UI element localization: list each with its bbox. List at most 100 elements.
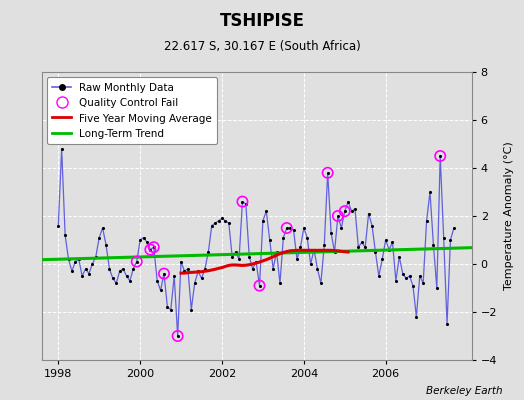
Point (139, 234, 148, 241)
Point (255, 282, 264, 289)
Point (440, 234, 448, 241)
Point (88, 261, 96, 267)
Point (406, 273, 414, 279)
Point (272, 249, 281, 255)
Y-axis label: Temperature Anomaly (°C): Temperature Anomaly (°C) (504, 142, 514, 290)
Point (119, 266, 127, 272)
Point (160, 270, 168, 277)
Point (191, 280, 199, 286)
Point (282, 225, 291, 231)
Point (245, 254, 254, 260)
Point (167, 306, 175, 313)
Point (375, 273, 383, 279)
Point (276, 280, 284, 286)
Point (364, 210, 373, 217)
Point (357, 239, 366, 246)
Point (112, 280, 121, 286)
Point (259, 218, 267, 224)
Point (327, 230, 335, 236)
Point (163, 304, 172, 310)
Point (344, 198, 352, 205)
Point (146, 246, 155, 253)
Point (235, 256, 243, 262)
Point (232, 249, 240, 255)
Point (300, 225, 308, 231)
Point (180, 268, 189, 274)
Point (248, 266, 257, 272)
Point (54, 222, 62, 229)
Point (198, 275, 206, 282)
Point (381, 237, 390, 243)
Point (218, 215, 226, 222)
Point (266, 237, 274, 243)
Point (286, 225, 294, 231)
Point (173, 333, 182, 339)
Point (419, 280, 428, 286)
Point (409, 282, 417, 289)
Point (211, 220, 220, 226)
Point (426, 189, 434, 195)
Point (133, 258, 141, 265)
Point (136, 237, 144, 243)
Point (262, 208, 270, 214)
Point (422, 218, 431, 224)
Point (320, 242, 329, 248)
Point (238, 198, 247, 205)
Point (412, 314, 421, 320)
Point (221, 218, 230, 224)
Point (252, 258, 260, 265)
Point (133, 258, 141, 265)
Point (269, 266, 277, 272)
Point (279, 234, 288, 241)
Point (143, 239, 151, 246)
Point (443, 321, 451, 327)
Text: 22.617 S, 30.167 E (South Africa): 22.617 S, 30.167 E (South Africa) (163, 40, 361, 53)
Point (184, 266, 192, 272)
Point (238, 198, 247, 205)
Point (450, 225, 458, 231)
Point (313, 266, 322, 272)
Point (388, 239, 397, 246)
Point (282, 225, 291, 231)
Point (225, 220, 233, 226)
Point (156, 287, 165, 294)
Point (316, 280, 325, 286)
Point (228, 254, 236, 260)
Point (78, 273, 86, 279)
Point (204, 249, 213, 255)
Point (446, 237, 455, 243)
Point (303, 234, 311, 241)
Point (64, 256, 73, 262)
Point (337, 225, 345, 231)
Point (255, 282, 264, 289)
Point (395, 254, 403, 260)
Point (334, 213, 342, 219)
Point (433, 285, 441, 291)
Point (208, 222, 216, 229)
Text: TSHIPISE: TSHIPISE (220, 12, 304, 30)
Point (330, 249, 339, 255)
Point (368, 222, 376, 229)
Point (436, 153, 444, 159)
Point (416, 273, 424, 279)
Point (129, 266, 137, 272)
Point (354, 244, 363, 250)
Point (347, 208, 356, 214)
Point (149, 244, 158, 250)
Legend: Raw Monthly Data, Quality Control Fail, Five Year Moving Average, Long-Term Tren: Raw Monthly Data, Quality Control Fail, … (47, 77, 217, 144)
Point (392, 278, 400, 284)
Point (170, 273, 178, 279)
Point (307, 261, 315, 267)
Point (385, 246, 393, 253)
Point (323, 170, 332, 176)
Point (399, 270, 407, 277)
Point (341, 208, 349, 214)
Point (68, 268, 76, 274)
Point (153, 278, 161, 284)
Point (105, 266, 114, 272)
Point (361, 244, 369, 250)
Point (126, 278, 134, 284)
Point (214, 218, 223, 224)
Point (173, 333, 182, 339)
Point (341, 208, 349, 214)
